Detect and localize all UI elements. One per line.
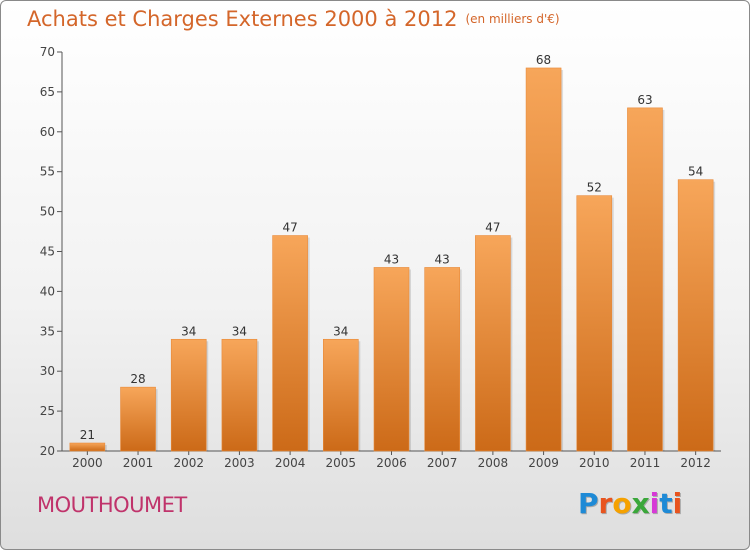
logo-letter: x xyxy=(631,487,650,520)
y-tick-label: 30 xyxy=(40,364,55,378)
logo-letter: i xyxy=(649,487,660,520)
x-tick-label: 2001 xyxy=(123,456,154,470)
bar-value-label: 34 xyxy=(181,324,196,338)
logo-letter: o xyxy=(612,487,632,520)
x-tick-label: 2008 xyxy=(478,456,509,470)
y-tick-label: 55 xyxy=(40,165,55,179)
bar-value-label: 21 xyxy=(80,428,95,442)
y-tick-label: 65 xyxy=(40,85,55,99)
bar-value-label: 34 xyxy=(232,324,247,338)
logo-letter: P xyxy=(578,487,599,520)
logo-letter: r xyxy=(598,487,613,520)
x-tick-label: 2002 xyxy=(173,456,204,470)
bar xyxy=(221,338,258,452)
y-tick-label: 20 xyxy=(40,444,55,458)
bar xyxy=(576,195,613,452)
y-tick-label: 40 xyxy=(40,284,55,298)
x-tick-label: 2005 xyxy=(326,456,357,470)
bar xyxy=(120,386,156,452)
bar-value-label: 54 xyxy=(688,165,703,179)
bar xyxy=(627,107,663,452)
location-name: MOUTHOUMET xyxy=(37,493,187,517)
bar-value-label: 47 xyxy=(282,221,297,235)
chart-title-text: Achats et Charges Externes 2000 à 2012 xyxy=(27,7,458,31)
bar-value-label: 34 xyxy=(333,324,348,338)
y-tick-label: 35 xyxy=(40,324,55,338)
x-tick-label: 2011 xyxy=(630,456,661,470)
y-tick-label: 45 xyxy=(40,245,55,259)
bar xyxy=(69,442,106,452)
x-tick-label: 2000 xyxy=(72,456,103,470)
chart-labels: 2000 21 2001 28 2002 34 2003 34 2004 47 2005 34 2006… xyxy=(72,53,711,470)
y-tick-label: 70 xyxy=(40,45,55,59)
logo-letter: i xyxy=(672,487,683,520)
x-tick-label: 2010 xyxy=(579,456,610,470)
bar xyxy=(677,179,714,452)
bar-value-label: 52 xyxy=(587,181,602,195)
proxiti-logo: Proxiti xyxy=(578,487,682,520)
x-tick-label: 2004 xyxy=(275,456,306,470)
bar xyxy=(424,267,460,452)
chart-axes: 20 25 30 35 40 45 50 55 60 65 70 xyxy=(40,45,721,458)
bar xyxy=(323,338,359,452)
bar-value-label: 63 xyxy=(637,93,652,107)
bar xyxy=(475,235,511,452)
bar-value-label: 68 xyxy=(536,53,551,67)
bar xyxy=(525,67,562,452)
y-tick-label: 60 xyxy=(40,125,55,139)
x-tick-label: 2012 xyxy=(680,456,711,470)
bar-value-label: 43 xyxy=(384,252,399,266)
chart-title: Achats et Charges Externes 2000 à 2012 (e… xyxy=(27,7,560,31)
x-tick-label: 2007 xyxy=(427,456,458,470)
bar-value-label: 43 xyxy=(435,252,450,266)
bar-value-label: 28 xyxy=(130,372,145,386)
y-tick-label: 25 xyxy=(40,404,55,418)
x-tick-label: 2003 xyxy=(224,456,255,470)
bar xyxy=(272,235,308,452)
bar-value-label: 47 xyxy=(485,221,500,235)
x-tick-label: 2006 xyxy=(376,456,407,470)
logo-letter: t xyxy=(659,487,673,520)
chart-subtitle: (en milliers d'€) xyxy=(465,12,560,26)
x-tick-label: 2009 xyxy=(528,456,559,470)
y-tick-label: 50 xyxy=(40,205,55,219)
bar xyxy=(170,338,207,452)
chart-bars xyxy=(69,67,716,452)
bar xyxy=(373,267,410,452)
